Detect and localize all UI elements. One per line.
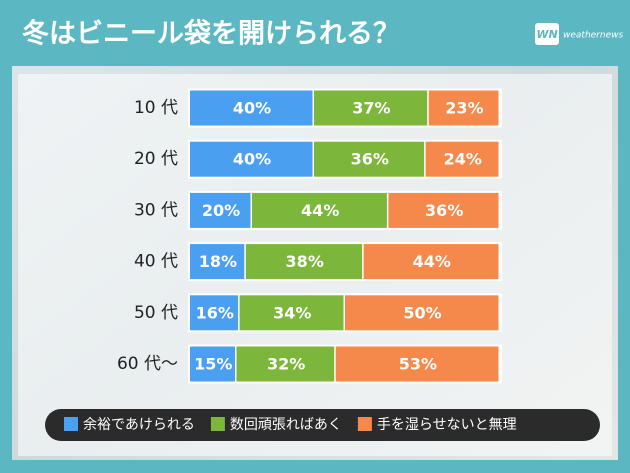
data-label: 36% bbox=[351, 150, 389, 169]
data-label: 50% bbox=[403, 303, 441, 322]
legend-box bbox=[45, 409, 600, 441]
data-label: 24% bbox=[444, 150, 482, 169]
legend-label: 手を湿らせないと無理 bbox=[377, 417, 517, 433]
bar-segment bbox=[428, 90, 499, 126]
y-tick-label: 50 代 bbox=[134, 303, 178, 323]
bar-segment bbox=[190, 90, 313, 126]
logo-text: weathernews bbox=[563, 31, 623, 41]
legend-swatch bbox=[210, 417, 225, 431]
header bbox=[0, 0, 630, 66]
bar-segment bbox=[314, 90, 428, 126]
bar-segment bbox=[363, 244, 499, 280]
legend-swatch bbox=[64, 417, 78, 431]
bar-segment bbox=[335, 346, 499, 382]
data-label: 40% bbox=[233, 99, 271, 118]
data-label: 15% bbox=[194, 355, 232, 374]
legend-swatch bbox=[357, 417, 372, 431]
data-label: 20% bbox=[202, 201, 240, 220]
logo-box bbox=[535, 23, 559, 45]
bar-segment bbox=[190, 244, 245, 280]
data-label: 23% bbox=[445, 99, 483, 118]
data-label: 40% bbox=[233, 150, 271, 169]
data-label: 38% bbox=[286, 252, 324, 271]
bar-segment bbox=[239, 295, 344, 331]
frame-bottom bbox=[0, 460, 630, 473]
bar-segment bbox=[236, 346, 335, 382]
bar-segment bbox=[245, 244, 363, 280]
y-tick-label: 60 代〜 bbox=[117, 354, 178, 374]
y-tick-label: 10 代 bbox=[134, 98, 178, 118]
bar-segment bbox=[388, 192, 499, 228]
frame-left bbox=[0, 0, 12, 473]
data-label: 18% bbox=[199, 252, 237, 271]
data-label: 44% bbox=[413, 252, 451, 271]
legend-label: 余裕であけられる bbox=[83, 416, 195, 433]
data-label: 44% bbox=[301, 201, 339, 220]
bar-segment bbox=[425, 141, 499, 177]
bar-segment bbox=[314, 141, 425, 177]
bar-segment bbox=[190, 346, 235, 382]
y-tick-label: 30 代 bbox=[134, 200, 178, 220]
bar-segment bbox=[190, 141, 313, 177]
y-tick-label: 20 代 bbox=[134, 149, 178, 169]
frame-right bbox=[618, 0, 630, 473]
data-label: 16% bbox=[196, 303, 234, 322]
bar-segment bbox=[190, 295, 239, 331]
data-label: 34% bbox=[273, 303, 311, 322]
bar-segment bbox=[345, 295, 499, 331]
logo-mark: WN bbox=[536, 28, 557, 41]
data-label: 32% bbox=[267, 355, 305, 374]
y-tick-label: 40 代 bbox=[134, 252, 178, 272]
data-label: 53% bbox=[399, 355, 437, 374]
legend-label: 数回頑張ればあく bbox=[230, 417, 342, 433]
chart-title: 冬はビニール袋を開けられる？ bbox=[22, 18, 400, 50]
bar-segment bbox=[252, 192, 387, 228]
data-label: 36% bbox=[425, 201, 463, 220]
data-label: 37% bbox=[352, 99, 390, 118]
bar-segment bbox=[190, 192, 251, 228]
